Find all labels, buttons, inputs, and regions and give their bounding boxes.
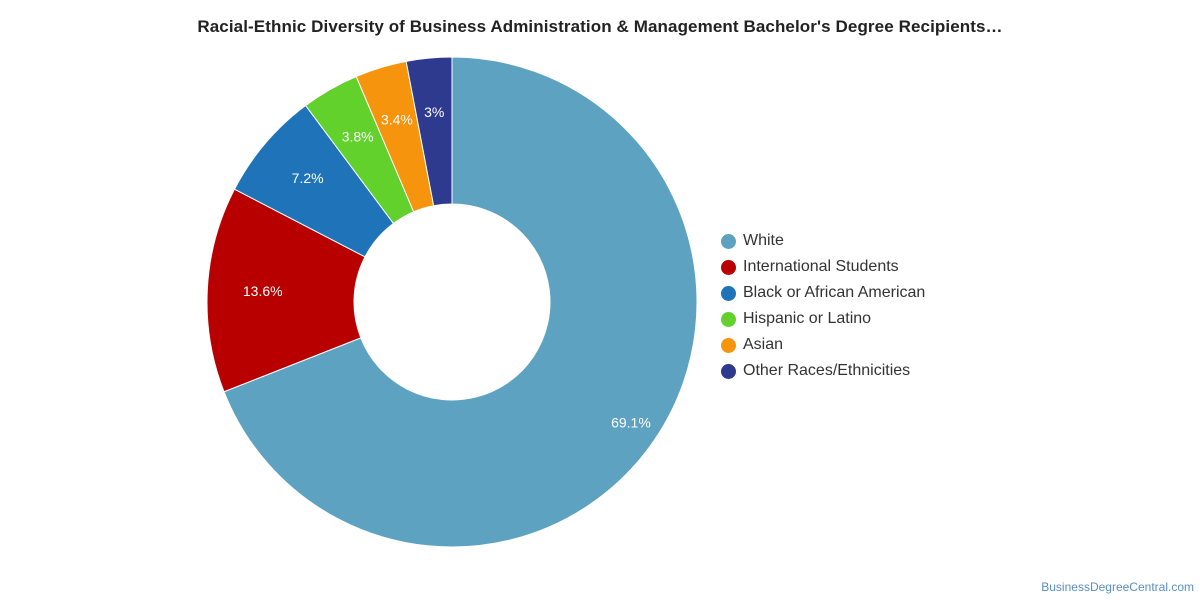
- chart-legend: White International Students Black or Afri…: [721, 228, 925, 384]
- legend-swatch: [721, 311, 736, 327]
- slice-label-hispanic-or-latino: 3.8%: [342, 128, 374, 144]
- legend-label: White: [743, 232, 784, 249]
- legend-item-hispanic-or-latino[interactable]: Hispanic or Latino: [721, 306, 925, 332]
- slice-label-international-students: 13.6%: [243, 283, 283, 299]
- slice-label-asian: 3.4%: [381, 111, 413, 127]
- legend-label: Hispanic or Latino: [743, 310, 872, 327]
- legend-swatch: [721, 285, 736, 301]
- source-credit[interactable]: BusinessDegreeCentral.com: [1041, 580, 1194, 594]
- legend-item-international-students[interactable]: International Students: [721, 254, 925, 280]
- slice-other-races-ethnicities[interactable]: [405, 56, 453, 207]
- legend-label: Other Races/Ethnicities: [743, 362, 911, 379]
- legend-swatch: [721, 363, 736, 379]
- legend-label: Black or African American: [743, 284, 926, 301]
- slice-international-students[interactable]: [206, 188, 366, 393]
- donut-slice-labels: 69.1% 13.6% 7.2% 3.8% 3.4% 3%: [243, 104, 651, 431]
- legend-swatch: [721, 233, 736, 249]
- legend-label: International Students: [743, 258, 899, 275]
- slice-label-other-races-ethnicities: 3%: [424, 104, 444, 120]
- slice-white[interactable]: [223, 56, 698, 548]
- legend-item-other-races-ethnicities[interactable]: Other Races/Ethnicities: [721, 358, 925, 384]
- slice-label-white: 69.1%: [611, 415, 651, 431]
- legend-item-asian[interactable]: Asian: [721, 332, 925, 358]
- legend-swatch: [721, 259, 736, 275]
- slice-label-black-or-african-american: 7.2%: [292, 170, 324, 186]
- legend-label: Asian: [743, 336, 784, 353]
- donut-slices: [206, 56, 698, 548]
- chart-title: Racial-Ethnic Diversity of Business Admi…: [197, 17, 1003, 36]
- legend-item-white[interactable]: White: [721, 228, 925, 254]
- legend-swatch: [721, 337, 736, 353]
- legend-item-black-or-african-american[interactable]: Black or African American: [721, 280, 925, 306]
